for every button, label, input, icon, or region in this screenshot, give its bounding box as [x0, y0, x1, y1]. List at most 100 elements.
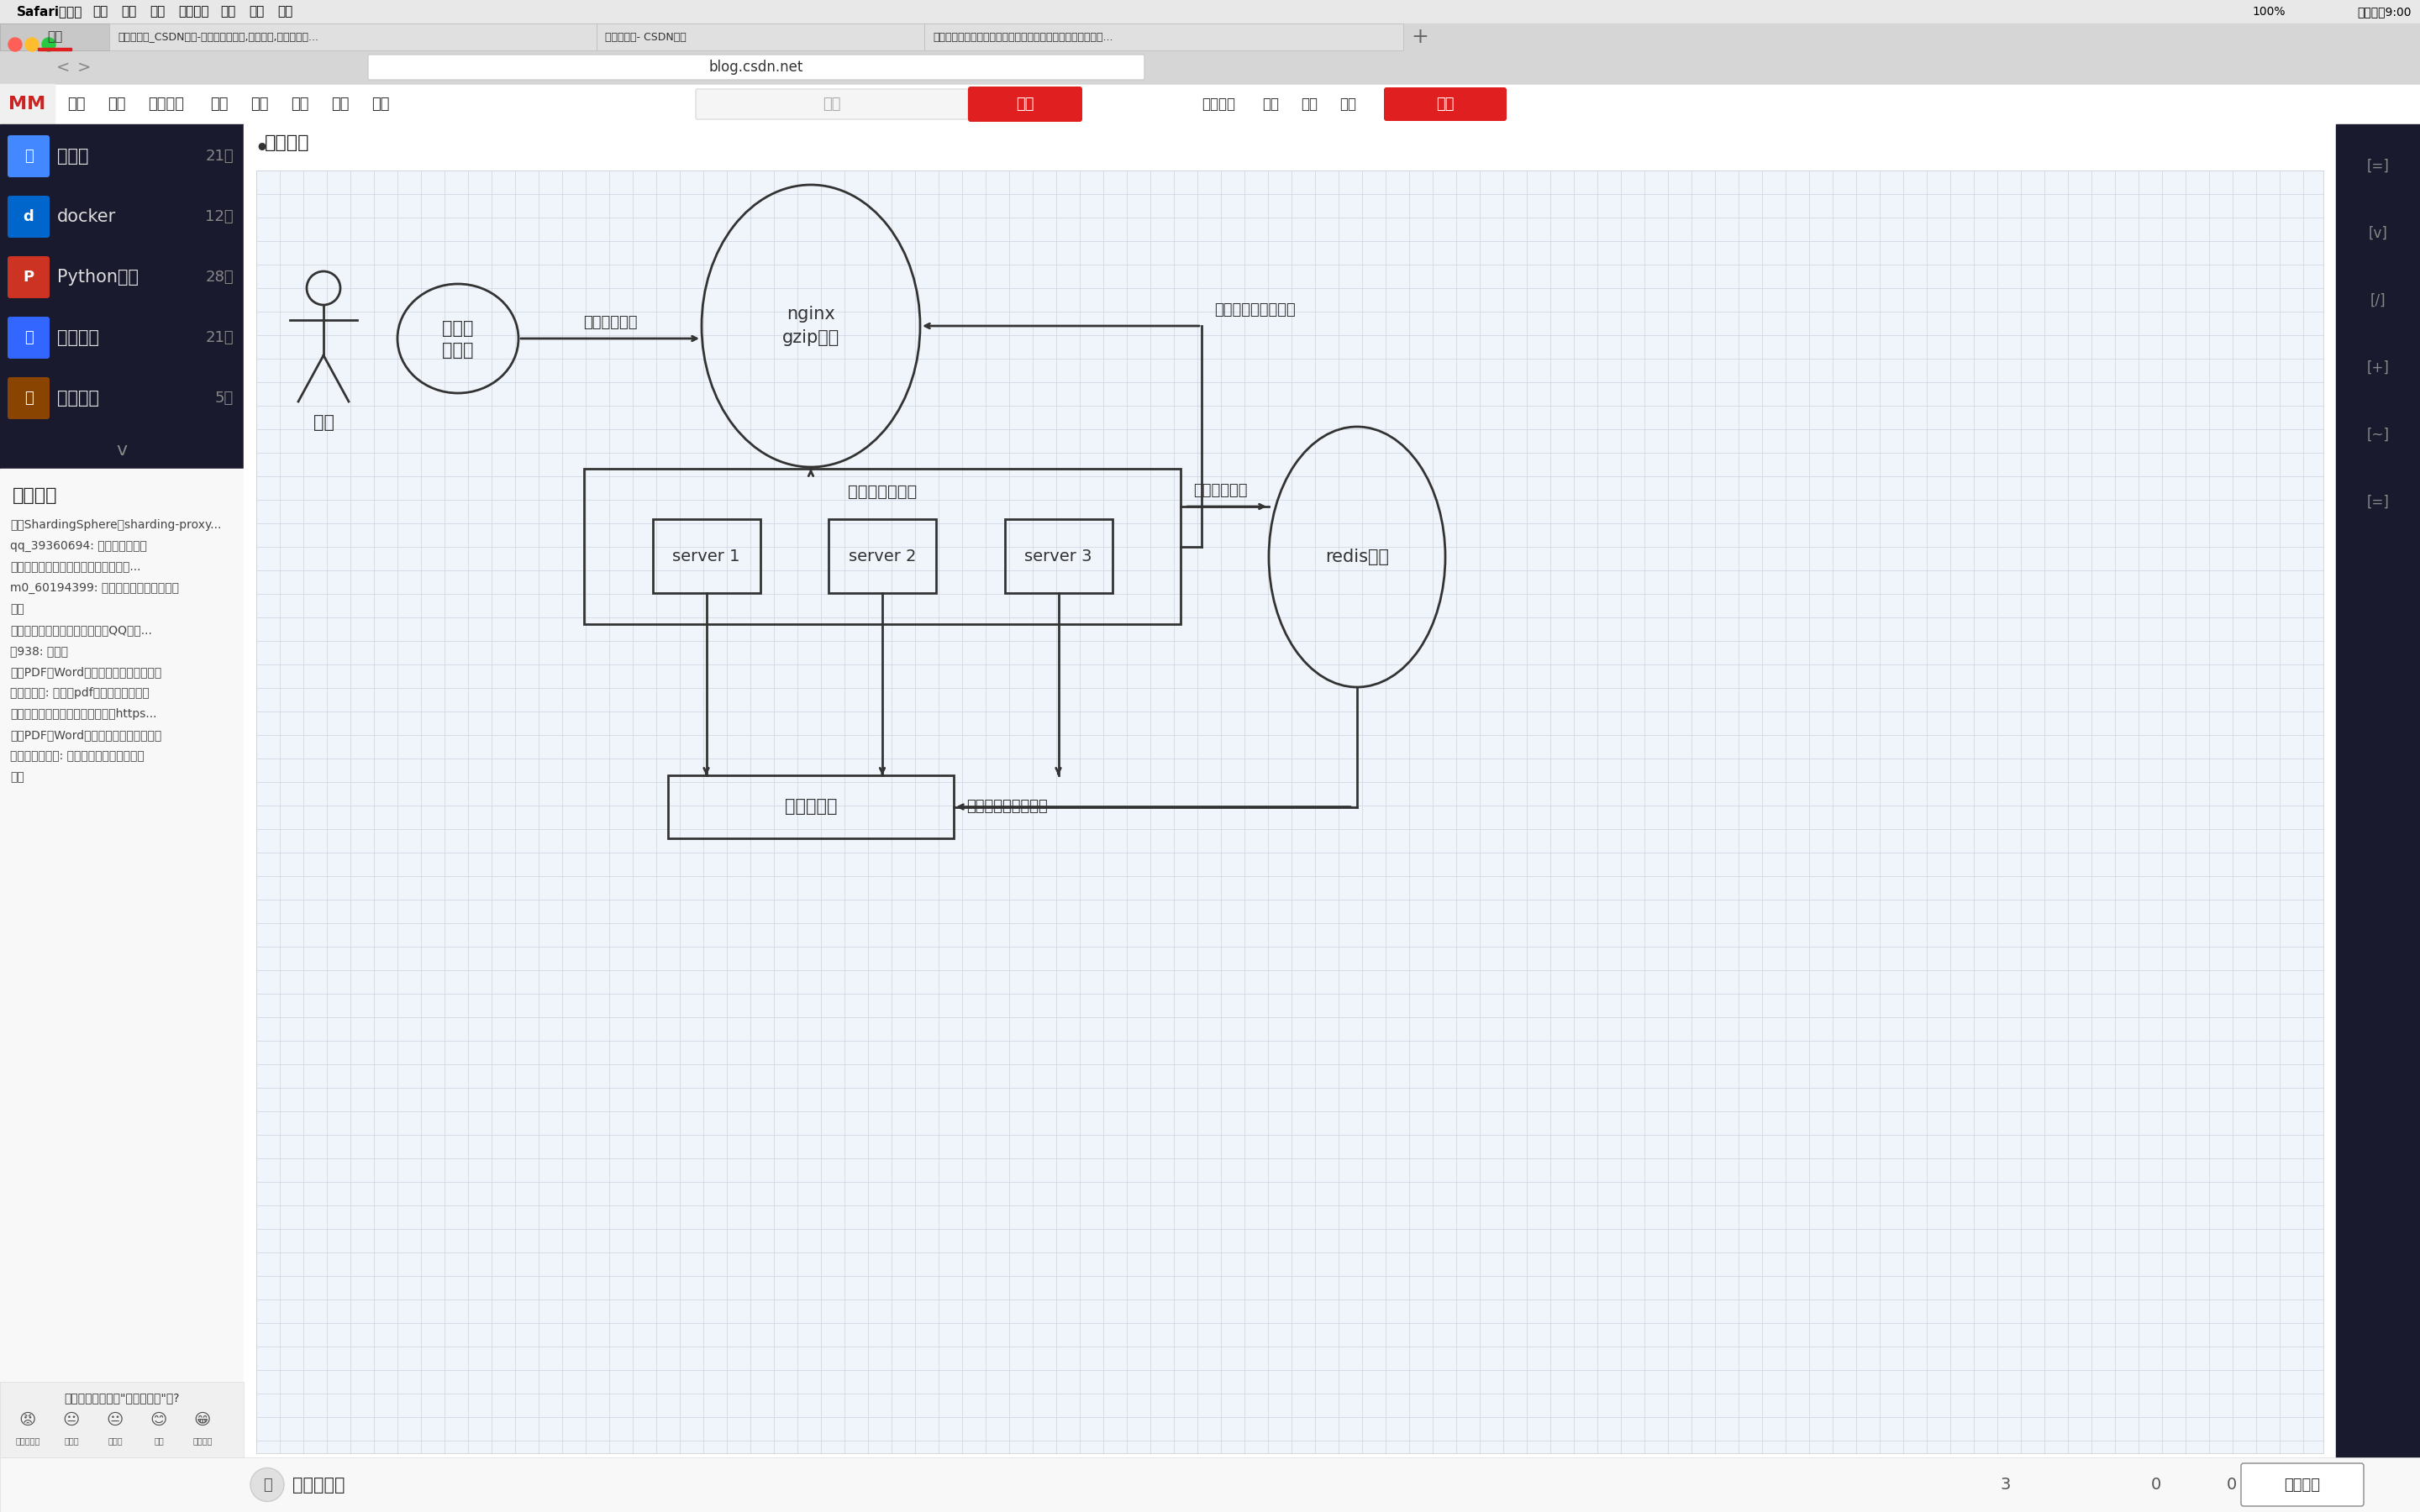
Text: 代码讲故事: 代码讲故事: [293, 1476, 346, 1494]
Text: 书签: 书签: [220, 6, 235, 18]
Text: Python相关: Python相关: [58, 269, 138, 286]
Bar: [583, 469, 1181, 624]
Text: 客户端: 客户端: [443, 321, 474, 337]
Text: 帮助: 帮助: [278, 6, 293, 18]
Text: 文件: 文件: [92, 6, 109, 18]
Text: [/]: [/]: [2369, 293, 2386, 308]
Bar: [668, 776, 953, 838]
Text: [=]: [=]: [2367, 159, 2389, 174]
Text: 云计算: 云计算: [58, 148, 90, 165]
Text: 12篇: 12篇: [206, 209, 235, 224]
Circle shape: [249, 1468, 283, 1501]
FancyBboxPatch shape: [368, 54, 1145, 80]
Text: 超大文件上传下载以及秒传、提速和限速方案完整（包含前后...: 超大文件上传下载以及秒传、提速和限速方案完整（包含前后...: [932, 32, 1113, 42]
FancyBboxPatch shape: [2241, 1464, 2364, 1506]
Text: [~]: [~]: [2367, 428, 2389, 443]
Text: [+]: [+]: [2367, 360, 2389, 375]
Bar: [2335, 124, 2420, 1512]
Bar: [244, 124, 2335, 1512]
Text: 文件分片传输: 文件分片传输: [583, 314, 636, 330]
Text: 😁: 😁: [194, 1412, 211, 1427]
Text: [=]: [=]: [2367, 494, 2389, 510]
Text: 一分钟快速把一篇论文后面的参考文献...: 一分钟快速把一篇论文后面的参考文献...: [10, 561, 140, 573]
Bar: [39, 48, 73, 50]
Text: +: +: [1411, 27, 1428, 47]
Bar: [924, 24, 1404, 50]
Text: 周二上午9:00: 周二上午9:00: [2357, 6, 2413, 18]
Text: 21篇: 21篇: [206, 148, 235, 163]
Bar: [0, 24, 109, 50]
Text: 文件分块信息: 文件分块信息: [1193, 482, 1246, 497]
Text: 创作: 创作: [1435, 97, 1454, 112]
Text: 问答: 问答: [249, 97, 269, 112]
Text: 极客工具: 极客工具: [58, 390, 99, 407]
Text: 用户: 用户: [312, 414, 334, 431]
FancyBboxPatch shape: [7, 135, 48, 177]
FancyBboxPatch shape: [7, 316, 48, 358]
Text: 100%: 100%: [2253, 6, 2284, 18]
Bar: [0, 85, 2420, 124]
Text: 不推荐: 不推荐: [63, 1436, 80, 1445]
Text: 免费PDF转Word？有这几个网站就够了。: 免费PDF转Word？有这几个网站就够了。: [10, 667, 162, 677]
Text: 😡: 😡: [19, 1412, 36, 1427]
Bar: [0, 0, 2420, 24]
Circle shape: [7, 38, 22, 51]
Text: 0: 0: [2151, 1477, 2161, 1492]
Text: d: d: [24, 209, 34, 224]
Text: 专栏课程: 专栏课程: [148, 97, 184, 112]
Text: 编辑: 编辑: [121, 6, 136, 18]
Text: server 3: server 3: [1024, 549, 1091, 564]
Text: 代码讲故事: 把你的pdf文件发出来给你看: 代码讲故事: 把你的pdf文件发出来给你看: [10, 686, 150, 699]
Text: 历史记录: 历史记录: [179, 6, 208, 18]
Text: m0_60194399: 可以分享给我吗？谢谢！: m0_60194399: 可以分享给我吗？谢谢！: [10, 582, 179, 594]
Circle shape: [24, 38, 39, 51]
FancyBboxPatch shape: [7, 376, 48, 419]
Text: 浏览器: 浏览器: [443, 342, 474, 358]
Text: 收藏: 收藏: [1263, 97, 1278, 112]
Text: 轻松实现网页中通过链接跳转到QQ聊天...: 轻松实现网页中通过链接跳转到QQ聊天...: [10, 624, 152, 637]
Text: 0: 0: [2226, 1477, 2236, 1492]
Text: 😊: 😊: [150, 1412, 167, 1427]
Text: 您愿意向朋友推荐"博客详情页"吗?: 您愿意向朋友推荐"博客详情页"吗?: [63, 1393, 179, 1403]
Text: nginx: nginx: [786, 305, 835, 322]
Text: P: P: [24, 269, 34, 284]
Text: 和风与暖阳倾斜: 都是转出来的还是图片，: 和风与暖阳倾斜: 都是转出来的还是图片，: [10, 750, 145, 762]
FancyBboxPatch shape: [697, 89, 968, 119]
Text: 3: 3: [1999, 1477, 2011, 1492]
Text: 云: 云: [24, 148, 34, 163]
Bar: [0, 85, 56, 124]
Bar: [0, 24, 2420, 124]
Text: v: v: [116, 442, 128, 458]
Text: 搜索: 搜索: [1016, 97, 1033, 112]
Text: >: >: [77, 59, 92, 76]
Text: gzip压缩: gzip压缩: [782, 330, 840, 346]
Text: 推荐: 推荐: [155, 1436, 165, 1445]
Bar: [0, 1458, 2420, 1512]
Text: 一般般: 一般般: [109, 1436, 123, 1445]
Text: 文件存储器: 文件存储器: [784, 798, 837, 815]
Bar: [1004, 519, 1113, 593]
Text: 😐: 😐: [63, 1412, 80, 1427]
Bar: [109, 24, 598, 50]
Bar: [0, 469, 244, 1512]
Text: 百度: 百度: [46, 30, 63, 44]
Text: blog.csdn.net: blog.csdn.net: [709, 59, 803, 74]
Bar: [828, 519, 937, 593]
Text: 强烈推荐: 强烈推荐: [194, 1436, 213, 1445]
Text: 极: 极: [24, 390, 34, 405]
Bar: [598, 24, 924, 50]
Text: 后端服务器集群: 后端服务器集群: [847, 484, 917, 500]
Text: ！！: ！！: [10, 603, 24, 615]
Text: 插件: 插件: [332, 97, 348, 112]
Text: 社区: 社区: [290, 97, 310, 112]
Text: 显示: 显示: [150, 6, 165, 18]
Text: 下载: 下载: [211, 97, 227, 112]
FancyBboxPatch shape: [968, 86, 1082, 122]
Text: 下载: 下载: [823, 97, 840, 112]
Text: 利用ShardingSphere（sharding-proxy...: 利用ShardingSphere（sharding-proxy...: [10, 519, 220, 531]
Text: 😐: 😐: [106, 1412, 123, 1427]
Text: 认证: 认证: [370, 97, 390, 112]
Text: redis集群: redis集群: [1326, 549, 1389, 565]
Text: 窗口: 窗口: [249, 6, 264, 18]
Text: 传输编码: 传输编码: [264, 135, 310, 151]
